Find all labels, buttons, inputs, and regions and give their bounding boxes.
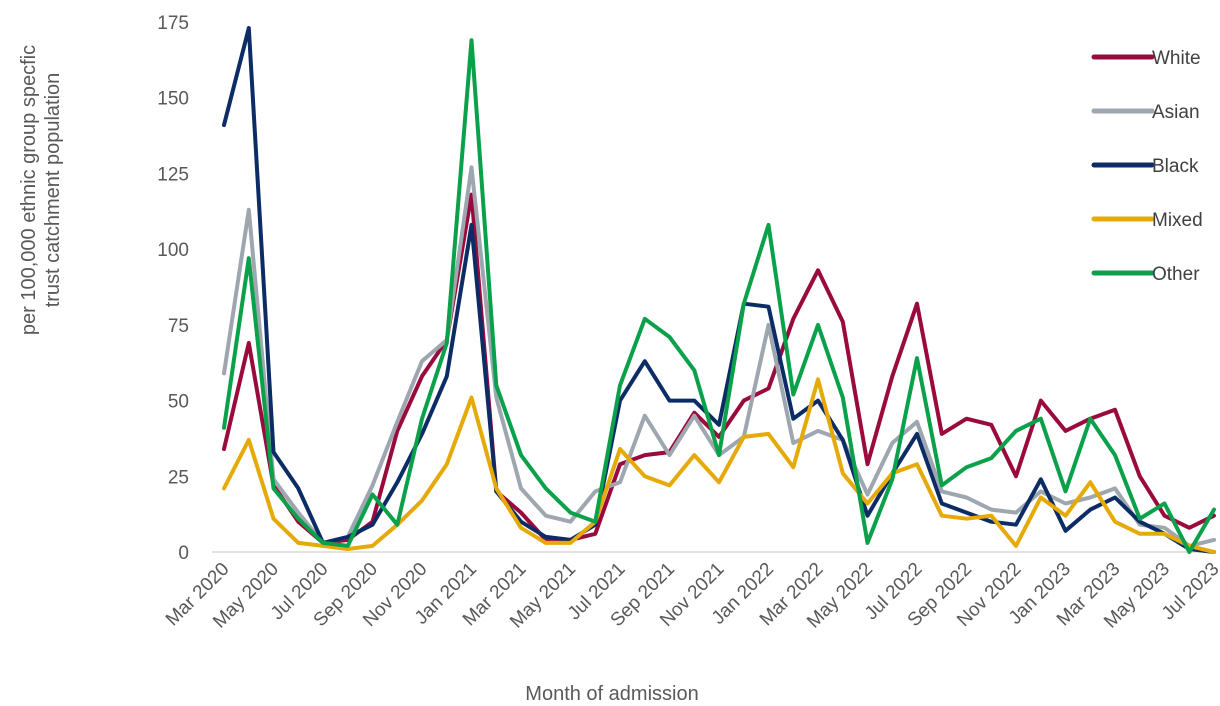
legend-label-asian: Asian — [1152, 102, 1200, 123]
legend: White Asian Black Mixed Other — [1091, 48, 1203, 285]
series-lines — [222, 26, 1216, 554]
y-axis-title-text: per 100,000 ethnic group specfic trust ca… — [18, 45, 64, 335]
y-tick-label: 50 — [168, 392, 189, 413]
y-tick-label: 100 — [157, 240, 189, 261]
y-axis-title-line: per 100,000 ethnic group specfic — [18, 45, 40, 335]
legend-label-black: Black — [1152, 156, 1199, 177]
series-line-mixed — [222, 377, 1216, 554]
y-tick-label: 125 — [157, 164, 189, 185]
y-tick-label: 175 — [157, 13, 189, 34]
y-axis-title-line: trust catchment population — [42, 73, 64, 308]
x-axis-title: Month of admission — [525, 683, 698, 705]
y-axis-ticks: 0 25 50 75 100 125 150 175 — [157, 13, 189, 564]
legend-label-white: White — [1152, 48, 1201, 69]
legend-label-mixed: Mixed — [1152, 210, 1203, 231]
series-line-other — [222, 38, 1216, 554]
y-axis-title: per 100,000 ethnic group specfic trust ca… — [18, 45, 64, 335]
y-tick-label: 75 — [168, 316, 189, 337]
series-line-white — [222, 192, 1216, 545]
series-line-black — [222, 26, 1216, 554]
y-tick-label: 150 — [157, 89, 189, 110]
y-tick-label: 25 — [168, 467, 189, 488]
y-tick-label: 0 — [178, 543, 189, 564]
legend-label-other: Other — [1152, 264, 1200, 285]
